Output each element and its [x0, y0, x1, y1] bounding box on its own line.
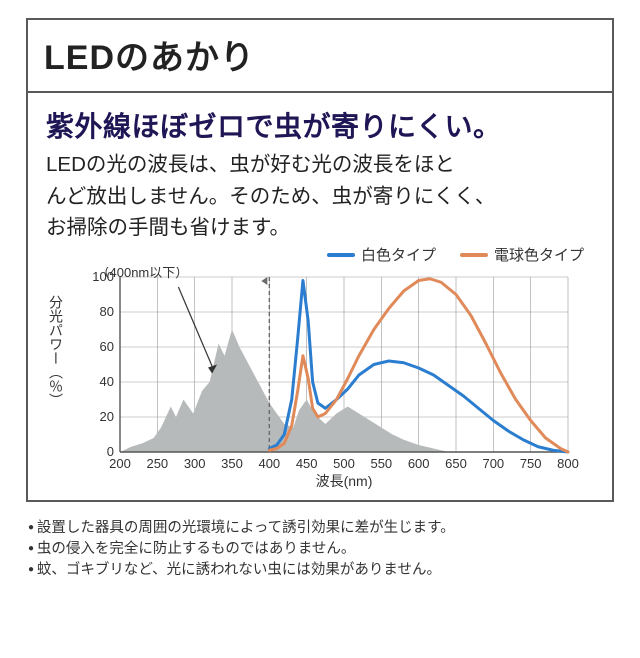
legend-label-warm: 電球色タイプ	[494, 244, 584, 265]
content-frame: LEDのあかり 紫外線ほぼゼロで虫が寄りにくい。 LEDの光の波長は、虫が好む光…	[26, 18, 614, 502]
svg-text:60: 60	[100, 339, 114, 354]
chart-container: 分光パワー（％） 0204060801002002503003504004505…	[46, 267, 594, 492]
footnote: 虫の侵入を完全に防止するものではありません。	[28, 539, 612, 560]
annotation-text: （400nm以下）	[97, 267, 189, 280]
svg-text:80: 80	[100, 304, 114, 319]
y-axis-label: 分光パワー（％）	[46, 295, 66, 407]
footnote: 蚊、ゴキブリなど、光に誘われない虫には効果がありません。	[28, 560, 612, 581]
x-axis-label: 波長(nm)	[316, 473, 373, 489]
desc-line: んど放出しません。そのため、虫が寄りにくく、	[46, 183, 594, 211]
page-title: LEDのあかり	[44, 30, 596, 79]
spectrum-chart: 0204060801002002503003504004505005506006…	[68, 267, 588, 492]
headline: 紫外線ほぼゼロで虫が寄りにくい。	[46, 105, 594, 145]
legend-item-warm: 電球色タイプ	[460, 244, 584, 265]
svg-text:350: 350	[221, 456, 243, 471]
footnote: 設置した器具の周囲の光環境によって誘引効果に差が生じます。	[28, 518, 612, 539]
legend-swatch-white	[327, 253, 355, 257]
svg-text:40: 40	[100, 374, 114, 389]
svg-text:200: 200	[109, 456, 131, 471]
svg-text:450: 450	[296, 456, 318, 471]
legend-label-white: 白色タイプ	[361, 244, 436, 265]
desc-line: LEDの光の波長は、虫が好む光の波長をほと	[46, 151, 594, 179]
legend-swatch-warm	[460, 253, 488, 257]
description: LEDの光の波長は、虫が好む光の波長をほと んど放出しません。そのため、虫が寄り…	[46, 151, 594, 242]
body-box: 紫外線ほぼゼロで虫が寄りにくい。 LEDの光の波長は、虫が好む光の波長をほと ん…	[28, 93, 612, 500]
svg-text:250: 250	[146, 456, 168, 471]
svg-text:550: 550	[370, 456, 392, 471]
svg-text:20: 20	[100, 409, 114, 424]
svg-text:400: 400	[258, 456, 280, 471]
svg-text:300: 300	[184, 456, 206, 471]
footnotes: 設置した器具の周囲の光環境によって誘引効果に差が生じます。 虫の侵入を完全に防止…	[0, 512, 640, 591]
svg-text:650: 650	[445, 456, 467, 471]
desc-line: お掃除の手間も省けます。	[46, 214, 594, 242]
svg-text:500: 500	[333, 456, 355, 471]
svg-text:800: 800	[557, 456, 579, 471]
svg-text:750: 750	[520, 456, 542, 471]
svg-text:600: 600	[408, 456, 430, 471]
legend-item-white: 白色タイプ	[327, 244, 436, 265]
chart-legend: 白色タイプ 電球色タイプ	[46, 244, 594, 265]
svg-text:700: 700	[482, 456, 504, 471]
title-box: LEDのあかり	[28, 20, 612, 93]
